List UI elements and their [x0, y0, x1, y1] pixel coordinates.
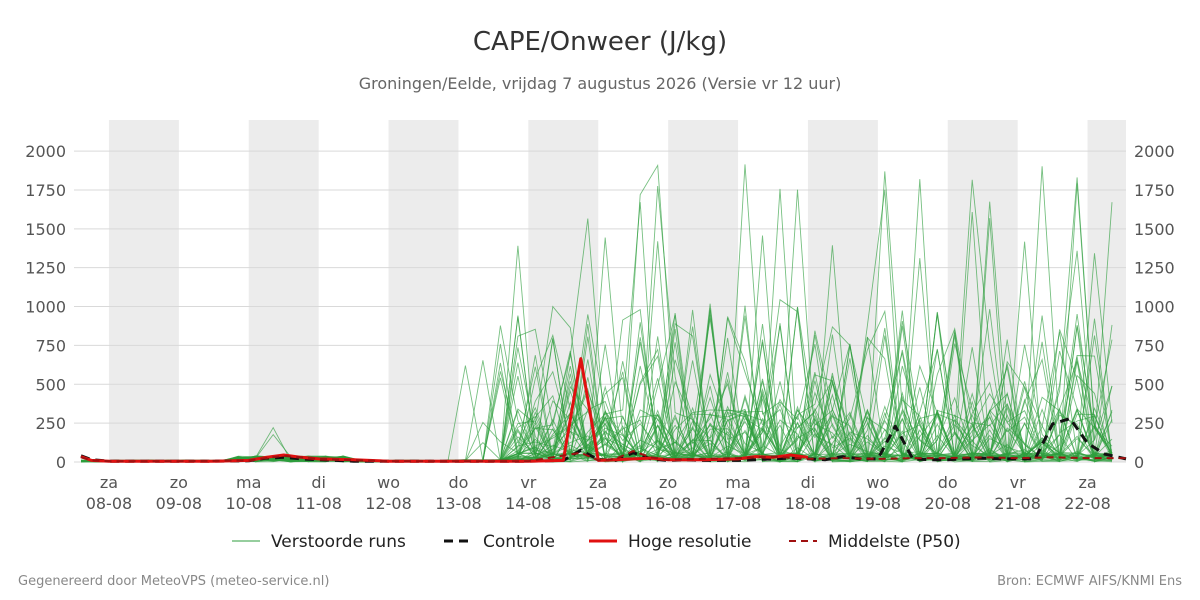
x-tick-day: za	[589, 473, 607, 492]
x-tick-date: 11-08	[295, 494, 342, 513]
series-line-median	[80, 450, 1126, 463]
y-tick-label-left: 750	[35, 336, 66, 355]
x-tick-day: ma	[725, 473, 750, 492]
x-tick-date: 19-08	[855, 494, 902, 513]
y-tick-label-left: 1250	[25, 259, 66, 278]
x-tick-date: 08-08	[86, 494, 133, 513]
x-tick-date: 17-08	[715, 494, 762, 513]
y-tick-label-left: 2000	[25, 142, 66, 161]
footer-credit: Gegenereerd door MeteoVPS (meteo-service…	[18, 574, 329, 589]
x-tick-date: 22-08	[1064, 494, 1111, 513]
weekend-band	[108, 120, 179, 462]
x-tick-date: 21-08	[994, 494, 1041, 513]
x-tick-date: 12-08	[365, 494, 412, 513]
y-tick-label-right: 0	[1134, 453, 1144, 472]
x-tick-date: 09-08	[156, 494, 203, 513]
weekend-band	[528, 120, 599, 462]
x-tick-day: zo	[170, 473, 188, 492]
y-tick-label-right: 2000	[1134, 142, 1175, 161]
y-tick-label-right: 500	[1134, 375, 1165, 394]
y-tick-label-right: 750	[1134, 336, 1165, 355]
x-tick-date: 16-08	[645, 494, 692, 513]
chart-subtitle: Groningen/Eelde, vrijdag 7 augustus 2026…	[359, 74, 842, 93]
x-tick-date: 14-08	[505, 494, 552, 513]
x-tick-date: 18-08	[785, 494, 832, 513]
x-tick-day: do	[448, 473, 468, 492]
y-axis-labels: 0 0 250 250 500 500 750 750 1000 1000 1250 1250 1500…	[25, 142, 1174, 472]
x-axis-labels: za 08-08 zo 09-08 ma 10-08 di 11-08 wo 12-08 do 13-…	[86, 473, 1111, 513]
x-tick-day: za	[100, 473, 118, 492]
y-tick-label-right: 1500	[1134, 220, 1175, 239]
x-tick-date: 10-08	[226, 494, 273, 513]
x-tick-day: vr	[1010, 473, 1026, 492]
y-tick-label-right: 1750	[1134, 181, 1175, 200]
weekend-band	[388, 120, 459, 462]
footer-source: Bron: ECMWF AIFS/KNMI Ens	[997, 574, 1182, 589]
y-tick-label-right: 1000	[1134, 298, 1175, 317]
x-tick-day: do	[938, 473, 958, 492]
x-tick-day: di	[801, 473, 816, 492]
x-tick-date: 15-08	[575, 494, 622, 513]
weekend-band	[248, 120, 319, 462]
y-tick-label-left: 1500	[25, 220, 66, 239]
x-tick-date: 13-08	[435, 494, 482, 513]
main-series	[80, 357, 1127, 463]
x-tick-day: zo	[659, 473, 677, 492]
legend-label-control: Controle	[483, 532, 555, 552]
x-tick-day: ma	[236, 473, 261, 492]
x-tick-day: di	[311, 473, 326, 492]
weekend-band	[1087, 120, 1126, 462]
y-tick-label-right: 250	[1134, 414, 1165, 433]
x-tick-date: 20-08	[925, 494, 972, 513]
legend-label-median: Middelste (P50)	[828, 532, 961, 552]
legend: Verstoorde runs Controle Hoge resolutie Mid…	[232, 532, 961, 552]
y-tick-label-left: 1000	[25, 298, 66, 317]
legend-label-ensemble: Verstoorde runs	[271, 532, 406, 552]
y-tick-label-left: 250	[35, 414, 66, 433]
x-tick-day: wo	[866, 473, 889, 492]
y-tick-label-left: 0	[56, 453, 66, 472]
x-tick-day: vr	[520, 473, 536, 492]
legend-label-hires: Hoge resolutie	[628, 532, 752, 552]
y-tick-label-right: 1250	[1134, 259, 1175, 278]
y-tick-label-left: 1750	[25, 181, 66, 200]
x-tick-day: za	[1078, 473, 1096, 492]
x-tick-day: wo	[377, 473, 400, 492]
chart-title: CAPE/Onweer (J/kg)	[473, 27, 727, 57]
y-tick-label-left: 500	[35, 375, 66, 394]
